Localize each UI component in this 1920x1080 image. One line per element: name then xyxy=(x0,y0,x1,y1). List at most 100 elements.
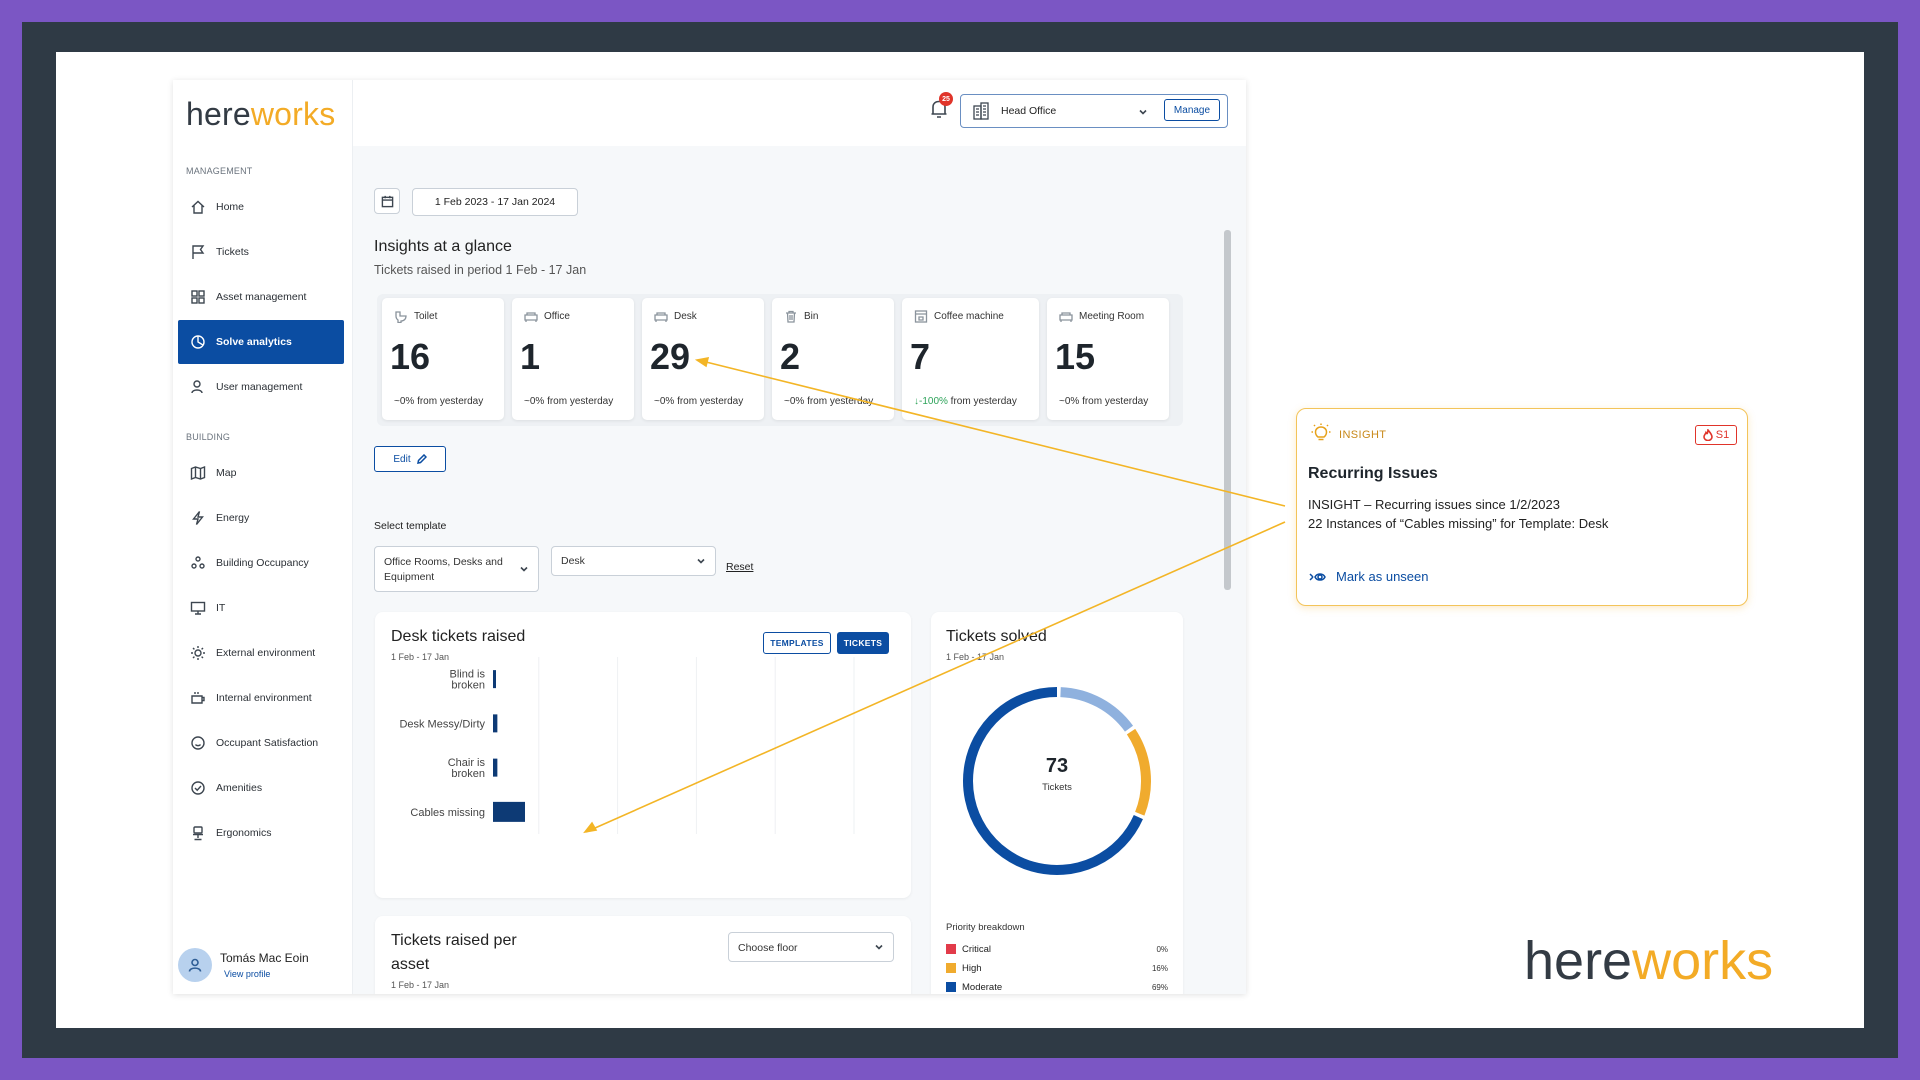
date-range-field[interactable]: 1 Feb 2023 - 17 Jan 2024 xyxy=(412,188,578,216)
stat-card-value: 15 xyxy=(1055,336,1096,377)
insight-line-2: 22 Instances of “Cables missing” for Tem… xyxy=(1308,516,1609,531)
stat-card-change: ~0% from yesterday xyxy=(784,396,874,407)
sidebar-item-external-environment[interactable]: External environment xyxy=(178,631,344,675)
trash-icon xyxy=(786,310,796,323)
reset-link[interactable]: Reset xyxy=(726,561,754,573)
template-select[interactable]: Desk xyxy=(551,546,716,576)
sidebar-item-user-management[interactable]: User management xyxy=(178,365,344,409)
priority-breakdown-title: Priority breakdown xyxy=(946,922,1025,933)
sidebar-item-amenities[interactable]: Amenities xyxy=(178,766,344,810)
insights-title: Insights at a glance xyxy=(374,238,512,255)
sidebar-item-ergonomics[interactable]: Ergonomics xyxy=(178,811,344,855)
stat-card-coffee-machine[interactable]: Coffee machine 7 ↓-100% from yesterday xyxy=(902,298,1039,420)
legend-swatch-moderate xyxy=(946,982,956,992)
smile-icon xyxy=(190,735,206,751)
chevron-down-icon xyxy=(1137,105,1149,117)
manage-button[interactable]: Manage xyxy=(1164,99,1220,121)
pie-chart-icon xyxy=(190,334,206,350)
sidebar-item-asset-management[interactable]: Asset management xyxy=(178,275,344,319)
category-label: Blind is xyxy=(450,669,486,681)
sidebar-item-it[interactable]: IT xyxy=(178,586,344,630)
sidebar-item-energy[interactable]: Energy xyxy=(178,496,344,540)
sidebar-item-label: Ergonomics xyxy=(216,827,272,839)
bar xyxy=(493,714,498,733)
sidebar-item-occupant-satisfaction[interactable]: Occupant Satisfaction xyxy=(178,721,344,765)
user-icon xyxy=(188,958,202,972)
grid-icon xyxy=(190,289,206,305)
sidebar-item-home[interactable]: Home xyxy=(178,185,344,229)
view-profile-link[interactable]: View profile xyxy=(224,969,271,979)
stat-card-desk[interactable]: Desk 29 ~0% from yesterday xyxy=(642,298,764,420)
sidebar-item-label: Energy xyxy=(216,512,250,524)
sun-icon xyxy=(190,645,206,661)
map-icon xyxy=(190,465,206,481)
stat-card-value: 1 xyxy=(520,336,541,377)
legend-item: High 16% xyxy=(946,961,1168,975)
notification-badge: 25 xyxy=(939,92,953,106)
panel-title: Tickets raised per xyxy=(391,932,517,949)
stat-card-toilet[interactable]: Toilet 16 ~0% from yesterday xyxy=(382,298,504,420)
scrollbar-thumb[interactable] xyxy=(1224,230,1231,590)
avatar[interactable] xyxy=(178,948,212,982)
calendar-button[interactable] xyxy=(374,188,400,214)
stat-card-change: ↓-100% from yesterday xyxy=(914,396,1017,407)
toilet-icon xyxy=(395,311,407,323)
donut-total: 73 xyxy=(1045,755,1069,777)
sidebar-item-solve-analytics[interactable]: Solve analytics xyxy=(178,320,344,364)
sidebar-item-tickets[interactable]: Tickets xyxy=(178,230,344,274)
stat-card-bin[interactable]: Bin 2 ~0% from yesterday xyxy=(772,298,894,420)
eye-unseen-icon xyxy=(1309,572,1326,581)
mark-as-unseen-button[interactable]: Mark as unseen xyxy=(1309,569,1429,584)
insight-line-1: INSIGHT – Recurring issues since 1/2/202… xyxy=(1308,497,1560,512)
coffee-machine-icon xyxy=(914,310,928,323)
site-selector[interactable]: Head Office Manage xyxy=(960,94,1228,128)
legend-item: Moderate 69% xyxy=(946,980,1168,994)
panel-subtitle: 1 Feb - 17 Jan xyxy=(391,980,450,990)
legend-swatch-high xyxy=(946,963,956,973)
desk-tickets-panel: Desk tickets raised 1 Feb - 17 Jan TEMPL… xyxy=(375,612,911,898)
sidebar-item-label: User management xyxy=(216,381,303,393)
stat-card-label: Toilet xyxy=(414,311,438,322)
user-profile[interactable]: Tomás Mac Eoin View profile xyxy=(178,948,309,982)
section-label-building: BUILDING xyxy=(186,432,231,442)
select-template-label: Select template xyxy=(374,520,447,532)
hereworks-brand-logo: hereworks xyxy=(1524,931,1774,991)
top-bar: 25 Head Office Manage xyxy=(353,80,1246,146)
stat-card-meeting-room[interactable]: Meeting Room 15 ~0% from yesterday xyxy=(1047,298,1169,420)
sidebar-item-building-occupancy[interactable]: Building Occupancy xyxy=(178,541,344,585)
insight-title: Recurring Issues xyxy=(1308,465,1438,482)
panel-title: Tickets solved xyxy=(946,628,1047,645)
sofa-icon xyxy=(1059,312,1073,322)
sidebar-item-label: External environment xyxy=(216,647,316,659)
sidebar-item-map[interactable]: Map xyxy=(178,451,344,495)
stat-card-change: ~0% from yesterday xyxy=(394,396,484,407)
stat-card-label: Bin xyxy=(804,311,819,322)
donut-total-label: Tickets xyxy=(1042,782,1072,793)
category-label: Cables missing xyxy=(410,807,485,819)
monitor-icon xyxy=(190,600,206,616)
sidebar-item-label: Map xyxy=(216,467,237,479)
sidebar-item-label: Home xyxy=(216,201,245,213)
panel-title-line2: asset xyxy=(391,956,430,973)
edit-button[interactable]: Edit xyxy=(374,446,446,472)
stat-card-change: ~0% from yesterday xyxy=(1059,396,1149,407)
stat-card-value: 16 xyxy=(390,336,431,377)
bar xyxy=(493,758,498,777)
home-icon xyxy=(190,199,206,215)
notifications-button[interactable]: 25 xyxy=(929,92,953,124)
sidebar-item-label: Tickets xyxy=(216,246,249,258)
floor-select[interactable]: Choose floor xyxy=(728,932,894,962)
sidebar-item-internal-environment[interactable]: Internal environment xyxy=(178,676,344,720)
category-label: broken xyxy=(451,768,485,780)
sofa-icon xyxy=(654,312,668,322)
sofa-icon xyxy=(524,312,538,322)
donut-slice xyxy=(1060,687,1134,732)
stat-card-office[interactable]: Office 1 ~0% from yesterday xyxy=(512,298,634,420)
hereworks-logo[interactable]: hereworks xyxy=(186,96,336,132)
calendar-icon xyxy=(381,195,393,207)
template-category-select[interactable]: Office Rooms, Desks and Equipment xyxy=(374,546,539,592)
chevron-down-icon xyxy=(873,941,885,956)
legend-item: Critical 0% xyxy=(946,942,1168,956)
main-scrollbar[interactable] xyxy=(1223,220,1231,994)
